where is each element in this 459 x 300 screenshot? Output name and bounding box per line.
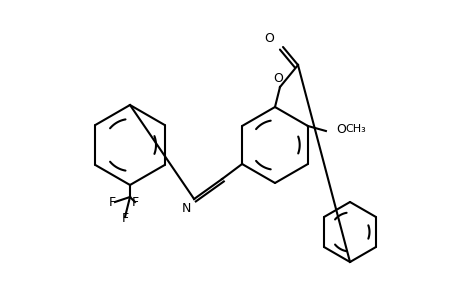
Text: O: O	[263, 32, 274, 45]
Text: F: F	[108, 196, 115, 208]
Text: O: O	[335, 122, 345, 136]
Text: O: O	[273, 72, 282, 85]
Text: N: N	[181, 202, 190, 215]
Text: CH₃: CH₃	[344, 124, 365, 134]
Text: F: F	[121, 212, 128, 226]
Text: F: F	[131, 196, 138, 208]
